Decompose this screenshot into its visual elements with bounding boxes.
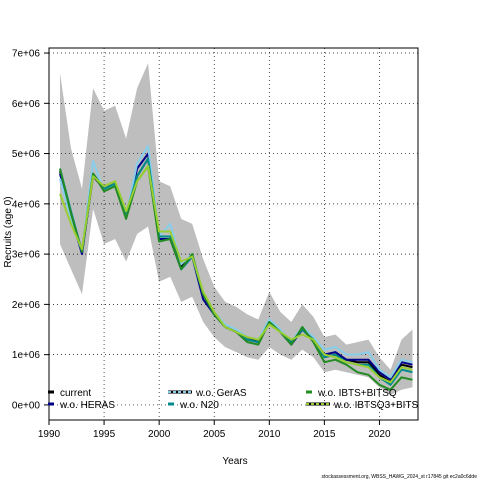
y-tick-label: 0e+00	[12, 400, 41, 411]
x-axis-title: Years	[222, 456, 247, 467]
legend-item-1: w.o. HERAS	[48, 400, 115, 411]
x-tick-label: 1990	[38, 429, 61, 440]
y-tick-label: 6e+06	[12, 99, 41, 110]
x-tick-label: 2020	[368, 429, 391, 440]
legend-label: current	[60, 388, 91, 399]
series-line-5	[59, 165, 413, 384]
confidence-band	[60, 63, 413, 395]
legend-label: w.o. GerAS	[195, 388, 247, 399]
legend-label: w.o. HERAS	[59, 400, 115, 411]
y-tick-label: 7e+06	[12, 49, 41, 60]
legend-label: w.o. IBTS+BITSQ	[317, 388, 397, 399]
x-tick-label: 1995	[93, 429, 116, 440]
y-tick-label: 3e+06	[12, 250, 41, 261]
legend-label: w.o. IBTSQ3+BITS	[333, 400, 419, 411]
legend-item-0: current	[48, 388, 91, 399]
x-tick-label: 2005	[203, 429, 226, 440]
legend-item-2: w.o. GerAS	[168, 388, 247, 399]
confidence-band-layer	[60, 63, 413, 395]
x-tick-label: 2000	[148, 429, 171, 440]
series-layer	[59, 145, 413, 391]
plot-frame	[48, 47, 419, 421]
credit-text: stockassessment.org, WBSS_HAWG_2024_st r…	[322, 474, 478, 480]
y-tick-label: 1e+06	[12, 350, 41, 361]
y-tick-label: 4e+06	[12, 199, 41, 210]
legend-item-5: w.o. IBTSQ3+BITS	[306, 400, 419, 411]
legend-item-3: w.o. N20	[168, 400, 219, 411]
x-tick-label: 2010	[258, 429, 281, 440]
axis-layer: 1990 1995 2000 2005 2010 2015 2020 0e+00 1e+06 2e…	[12, 49, 391, 440]
y-tick-label: 5e+06	[12, 149, 41, 160]
x-tick-label: 2015	[313, 429, 336, 440]
legend-item-4: w.o. IBTS+BITSQ	[306, 388, 397, 399]
y-tick-label: 2e+06	[12, 300, 41, 311]
legend-label: w.o. N20	[179, 400, 219, 411]
grid-layer	[48, 48, 418, 420]
y-axis-title: Recruits (age 0)	[3, 196, 14, 267]
